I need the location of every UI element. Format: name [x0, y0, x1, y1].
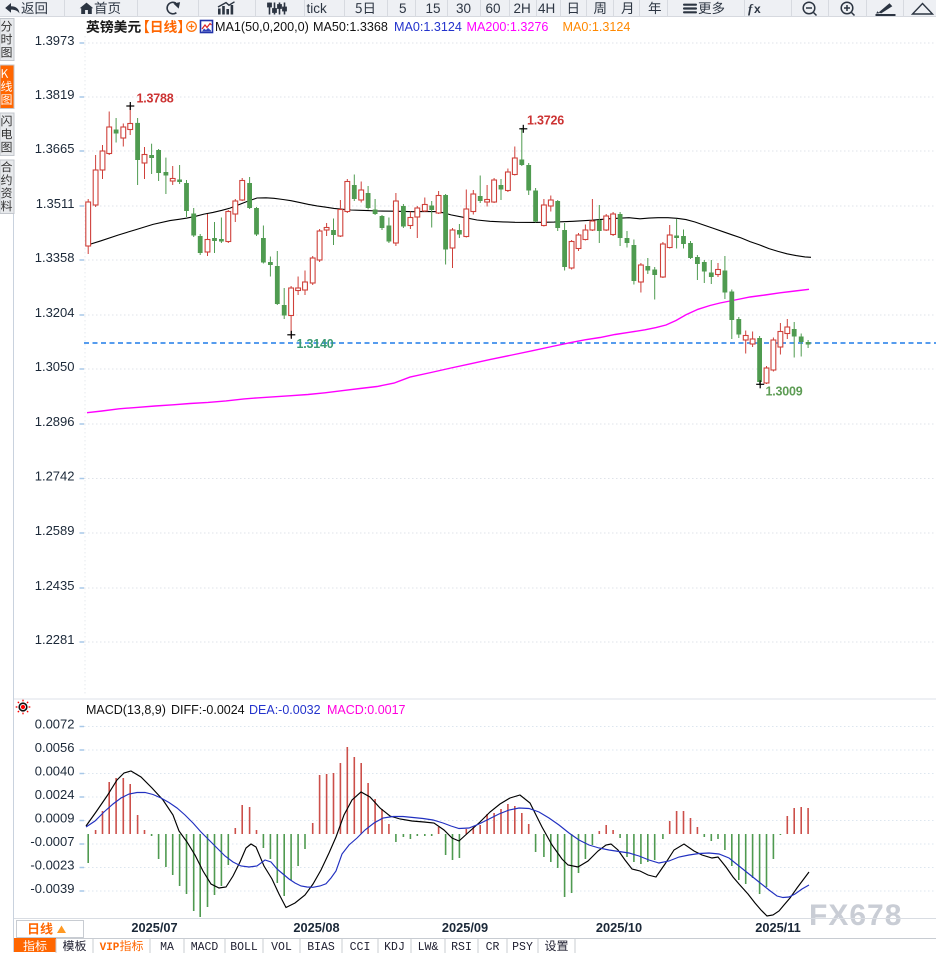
svg-text:60: 60 — [486, 1, 501, 16]
svg-text:MACD: MACD — [191, 940, 219, 952]
svg-text:CCI: CCI — [350, 940, 371, 952]
svg-text:MA0:1.3124: MA0:1.3124 — [394, 20, 462, 34]
svg-text:KDJ: KDJ — [384, 940, 405, 952]
svg-text:MA0:1.3124: MA0:1.3124 — [563, 20, 631, 34]
svg-text:1.2435: 1.2435 — [35, 578, 75, 593]
svg-text:1.3140: 1.3140 — [297, 337, 334, 351]
svg-text:1.3819: 1.3819 — [35, 87, 75, 102]
svg-text:1.2742: 1.2742 — [35, 468, 75, 483]
svg-text:1.3726: 1.3726 — [527, 114, 564, 128]
svg-text:f: f — [748, 1, 754, 16]
svg-text:1.3665: 1.3665 — [35, 141, 75, 156]
svg-text:CR: CR — [486, 940, 500, 952]
svg-text:1.3788: 1.3788 — [137, 92, 174, 106]
svg-text:RSI: RSI — [451, 940, 472, 952]
svg-text:BOLL: BOLL — [230, 940, 258, 952]
svg-text:LW&: LW& — [418, 940, 439, 952]
svg-text:0.0056: 0.0056 — [35, 740, 75, 755]
svg-text:1.2281: 1.2281 — [35, 632, 75, 647]
svg-text:-0.0023: -0.0023 — [30, 857, 74, 872]
svg-text:PSY: PSY — [512, 940, 533, 952]
svg-text:1.3973: 1.3973 — [35, 33, 75, 48]
svg-text:2H: 2H — [514, 1, 531, 16]
svg-text:1.2589: 1.2589 — [35, 523, 75, 538]
svg-text:30: 30 — [456, 1, 471, 16]
svg-text:1.2896: 1.2896 — [35, 414, 75, 429]
svg-text:0.0024: 0.0024 — [35, 787, 75, 802]
svg-text:MA1(50,0,200,0): MA1(50,0,200,0) — [215, 20, 309, 34]
svg-text:MA50:1.3368: MA50:1.3368 — [313, 20, 388, 34]
svg-text:DIFF:-0.0024: DIFF:-0.0024 — [171, 703, 245, 717]
svg-text:1.3009: 1.3009 — [766, 385, 803, 399]
svg-text:x: x — [754, 2, 761, 16]
svg-text:0.0009: 0.0009 — [35, 810, 75, 825]
svg-text:1.3050: 1.3050 — [35, 359, 75, 374]
svg-text:1.3511: 1.3511 — [36, 196, 75, 211]
svg-text:FX678: FX678 — [809, 899, 902, 932]
svg-text:tick: tick — [307, 1, 328, 16]
svg-text:MA: MA — [160, 940, 174, 952]
svg-text:-0.0007: -0.0007 — [30, 834, 74, 849]
svg-text:VOL: VOL — [271, 940, 292, 952]
svg-text:15: 15 — [426, 1, 441, 16]
svg-text:-0.0039: -0.0039 — [30, 881, 74, 896]
svg-text:MACD:0.0017: MACD:0.0017 — [327, 703, 406, 717]
svg-text:0.0072: 0.0072 — [35, 716, 75, 731]
svg-text:MACD(13,8,9): MACD(13,8,9) — [86, 703, 166, 717]
svg-text:1.3358: 1.3358 — [35, 250, 75, 265]
svg-text:DEA:-0.0032: DEA:-0.0032 — [249, 703, 321, 717]
svg-text:BIAS: BIAS — [307, 940, 335, 952]
svg-text:5: 5 — [399, 1, 407, 16]
svg-text:4H: 4H — [538, 1, 555, 16]
svg-text:MA200:1.3276: MA200:1.3276 — [467, 20, 549, 34]
svg-text:1.3204: 1.3204 — [35, 305, 75, 320]
svg-text:VIP: VIP — [100, 941, 120, 952]
svg-text:0.0040: 0.0040 — [35, 763, 75, 778]
